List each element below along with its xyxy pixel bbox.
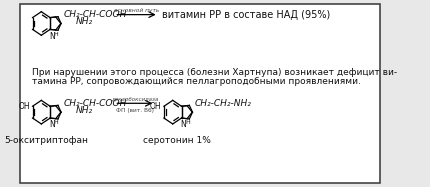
Text: OH: OH — [18, 102, 30, 111]
Text: серотонин 1%: серотонин 1% — [144, 136, 211, 145]
Text: витамин РР в составе НАД (95%): витамин РР в составе НАД (95%) — [162, 10, 330, 20]
Text: H: H — [54, 120, 58, 125]
Text: CH₂-CH₂-NH₂: CH₂-CH₂-NH₂ — [195, 99, 252, 108]
Text: NH₂: NH₂ — [75, 106, 92, 115]
Text: N: N — [181, 120, 187, 129]
Text: основной путь: основной путь — [114, 8, 159, 13]
Text: ФП (вит. В6): ФП (вит. В6) — [116, 108, 154, 113]
Text: NH₂: NH₂ — [75, 17, 92, 26]
Text: 5-окситриптофан: 5-окситриптофан — [4, 136, 88, 145]
Text: H: H — [54, 32, 58, 37]
Text: декарбоксилаза: декарбоксилаза — [111, 97, 158, 102]
Text: H: H — [185, 120, 190, 125]
Text: N: N — [49, 32, 55, 41]
Text: N: N — [49, 120, 55, 129]
Text: CH₂-CH-COOH: CH₂-CH-COOH — [63, 10, 127, 19]
Text: CH₂-CH-COOH: CH₂-CH-COOH — [63, 99, 127, 108]
Text: При нарушении этого процесса (болезни Хартнупа) возникает дефицит ви-: При нарушении этого процесса (болезни Ха… — [32, 68, 397, 77]
Text: OH: OH — [150, 102, 161, 111]
Text: тамина РР, сопровождающийся пеллагроподобными проявлениями.: тамина РР, сопровождающийся пеллагроподо… — [32, 77, 361, 86]
